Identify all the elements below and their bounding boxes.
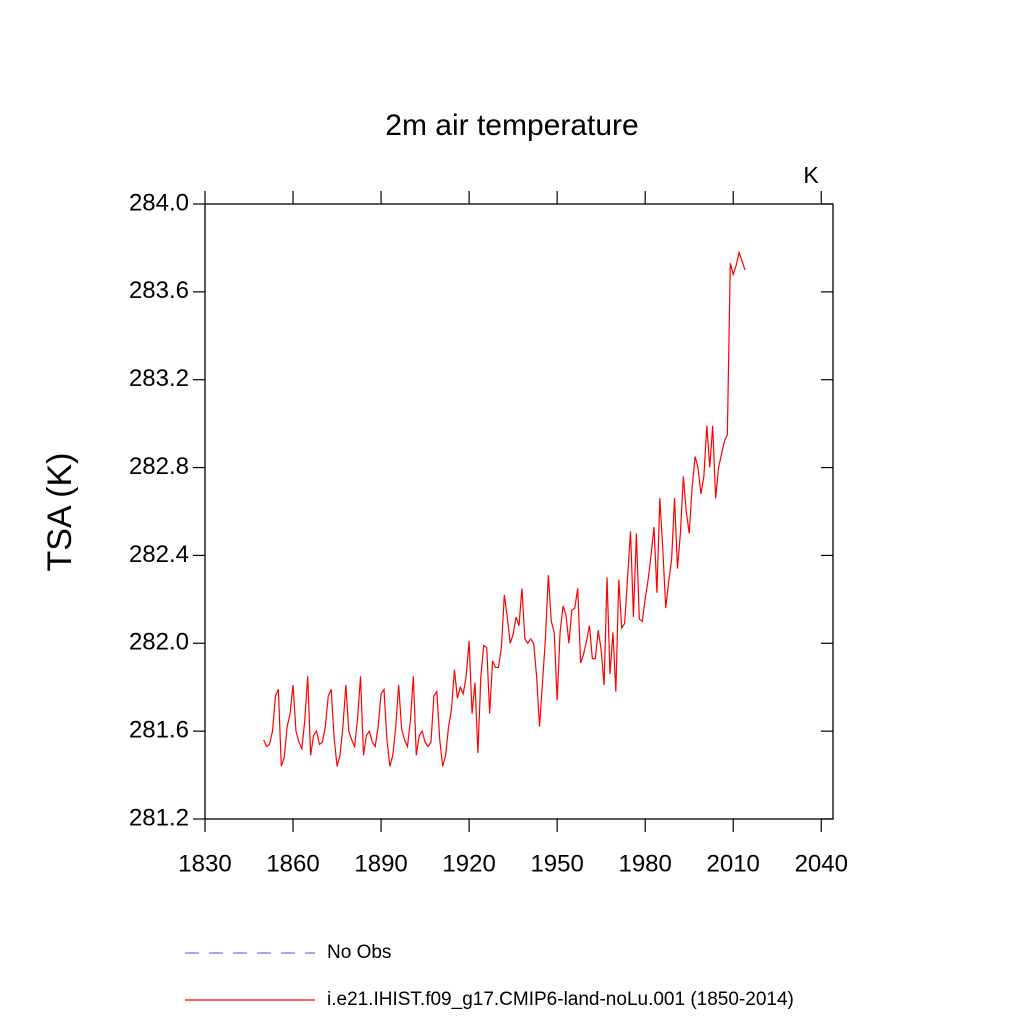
legend-label: i.e21.IHIST.f09_g17.CMIP6-land-noLu.001 … xyxy=(327,989,794,1010)
y-tick-label: 284.0 xyxy=(129,189,189,216)
x-tick-label: 1890 xyxy=(354,850,407,877)
y-tick-label: 281.2 xyxy=(129,804,189,831)
data-line xyxy=(263,250,746,767)
y-tick-label: 283.6 xyxy=(129,277,189,304)
x-tick-label: 1980 xyxy=(618,850,671,877)
x-tick-label: 1920 xyxy=(442,850,495,877)
y-tick-label: 281.6 xyxy=(129,716,189,743)
x-tick-label: 2010 xyxy=(707,850,760,877)
plot-frame xyxy=(204,203,834,820)
legend-label: No Obs xyxy=(327,942,391,963)
x-tick-label: 1950 xyxy=(530,850,583,877)
unit-label: K xyxy=(803,162,819,188)
y-axis-title: TSA (K) xyxy=(41,452,79,571)
chart-title: 2m air temperature xyxy=(385,109,638,142)
x-tick-label: 1830 xyxy=(178,850,231,877)
y-tick-label: 283.2 xyxy=(129,365,189,392)
y-tick-label: 282.0 xyxy=(129,629,189,656)
x-tick-label: 2040 xyxy=(795,850,848,877)
y-tick-label: 282.4 xyxy=(129,541,189,568)
y-tick-label: 282.8 xyxy=(129,453,189,480)
x-tick-label: 1860 xyxy=(266,850,319,877)
